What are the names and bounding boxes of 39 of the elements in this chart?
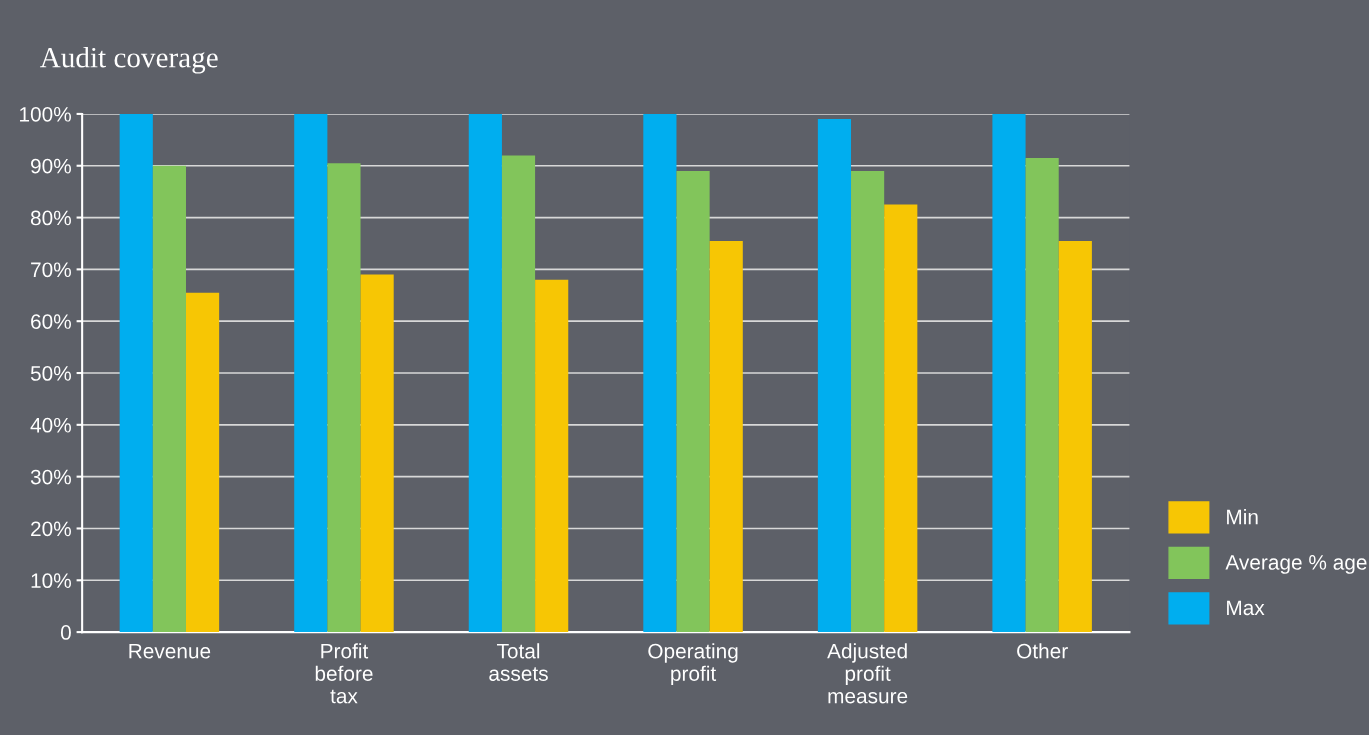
- x-tick-label: Operating profit: [648, 643, 738, 686]
- bar: [1058, 240, 1092, 633]
- bar: [119, 113, 153, 633]
- bar: [1025, 157, 1059, 633]
- bar: [992, 113, 1026, 633]
- bar: [817, 119, 852, 633]
- legend-label: Average % age: [1225, 555, 1367, 574]
- y-tick-label: 90%: [31, 158, 71, 174]
- x-tick-label: Total assets: [489, 643, 548, 681]
- y-tick-label: 0: [60, 625, 71, 640]
- y-tick-label: 20%: [31, 521, 71, 537]
- bar: [643, 113, 677, 633]
- y-tick-label: 100%: [20, 106, 71, 122]
- y-tick-label: 60%: [31, 314, 71, 329]
- x-tick-label: Revenue: [129, 643, 211, 659]
- y-tick-label: 40%: [30, 417, 71, 433]
- bar: [501, 155, 536, 633]
- y-tick-label: 50%: [30, 366, 71, 381]
- bar: [851, 170, 885, 633]
- y-tick-label: 30%: [30, 469, 71, 485]
- bar: [360, 274, 394, 633]
- y-tick-label: 80%: [30, 210, 71, 226]
- y-tick-label: 10%: [31, 573, 71, 589]
- bar: [294, 113, 328, 633]
- bar: [186, 292, 220, 633]
- x-tick-label: Other: [1017, 643, 1068, 659]
- bar: [152, 165, 186, 633]
- x-tick-label: Profit before tax: [315, 643, 373, 704]
- legend-label: Min: [1227, 509, 1258, 525]
- x-tick-label: Adjusted profit measure: [827, 643, 908, 704]
- bar: [676, 170, 710, 633]
- y-tick-label: 70%: [31, 262, 71, 278]
- bar: [327, 163, 361, 633]
- bar: [884, 204, 918, 633]
- bar: [709, 240, 743, 633]
- legend-label: Max: [1227, 600, 1265, 616]
- bar: [468, 113, 502, 633]
- chart-title: Audit coverage: [39, 46, 218, 74]
- bar: [535, 279, 569, 633]
